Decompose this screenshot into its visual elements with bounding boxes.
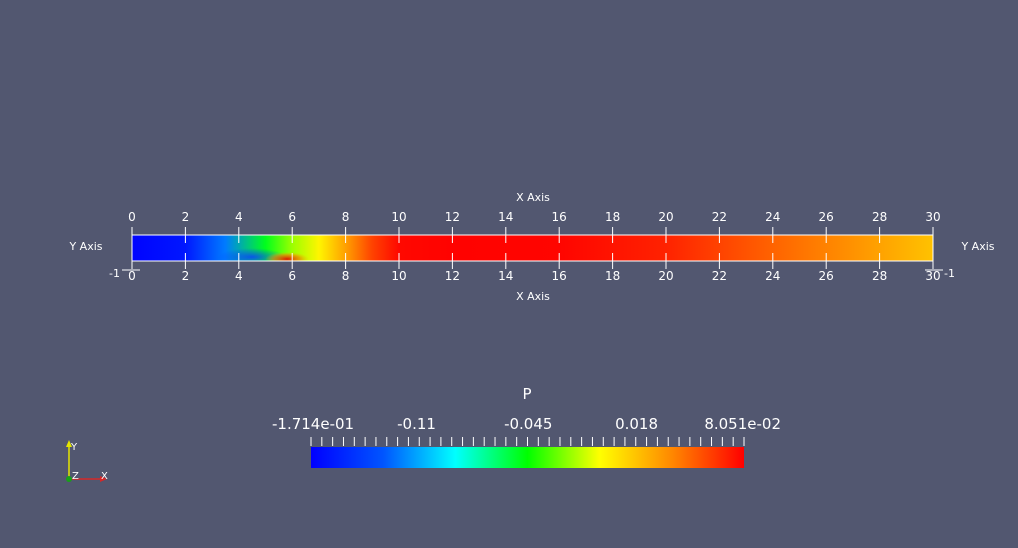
x-tick-label-bottom: 22 bbox=[712, 269, 727, 283]
color-legend-ticks bbox=[310, 437, 745, 446]
color-legend-label: -1.714e-01 bbox=[272, 415, 354, 433]
x-tick-label-bottom: 18 bbox=[605, 269, 620, 283]
x-tick-label-top: 2 bbox=[182, 210, 190, 224]
x-tick-label-bottom: 16 bbox=[552, 269, 567, 283]
x-tick-label-bottom: 30 bbox=[925, 269, 940, 283]
x-tick-label-top: 16 bbox=[552, 210, 567, 224]
x-tick-label-top: 14 bbox=[498, 210, 513, 224]
x-tick-label-top: 10 bbox=[391, 210, 406, 224]
x-tick-label-bottom: 4 bbox=[235, 269, 243, 283]
x-axis-label-top: X Axis bbox=[516, 191, 550, 204]
high-pressure-spot bbox=[265, 252, 309, 261]
x-axis-label-bottom: X Axis bbox=[516, 290, 550, 303]
color-legend-title: P bbox=[522, 385, 531, 403]
pressure-field bbox=[131, 234, 934, 262]
x-tick-label-top: 12 bbox=[445, 210, 460, 224]
color-legend-label: -0.11 bbox=[397, 415, 436, 433]
x-tick-label-top: 28 bbox=[872, 210, 887, 224]
y-axis-label-left: Y Axis bbox=[68, 240, 102, 253]
orientation-z-axis-icon bbox=[66, 476, 72, 482]
orientation-y-label: Y bbox=[70, 442, 78, 453]
color-legend: P -1.714e-01 -0.11 -0.045 0.018 8.051e-02 bbox=[272, 385, 781, 468]
color-legend-bar bbox=[311, 447, 744, 468]
color-legend-label: -0.045 bbox=[504, 415, 552, 433]
orientation-axes[interactable]: Y Z X bbox=[66, 440, 108, 482]
x-tick-label-top: 24 bbox=[765, 210, 780, 224]
x-tick-label-top: 20 bbox=[658, 210, 673, 224]
x-tick-label-top: 26 bbox=[819, 210, 834, 224]
y-axis-tick-left: -1 bbox=[109, 267, 120, 280]
x-tick-label-bottom: 8 bbox=[342, 269, 350, 283]
x-tick-label-top: 18 bbox=[605, 210, 620, 224]
orientation-x-label: X bbox=[101, 471, 108, 482]
color-legend-label: 0.018 bbox=[615, 415, 658, 433]
x-tick-label-bottom: 14 bbox=[498, 269, 513, 283]
axes-layer: 0022446688101012121414161618182020222224… bbox=[122, 210, 943, 283]
x-tick-label-bottom: 20 bbox=[658, 269, 673, 283]
color-legend-label: 8.051e-02 bbox=[704, 415, 781, 433]
x-tick-label-top: 22 bbox=[712, 210, 727, 224]
x-tick-label-bottom: 24 bbox=[765, 269, 780, 283]
x-tick-label-top: 4 bbox=[235, 210, 243, 224]
orientation-x-arrow-icon bbox=[100, 476, 107, 482]
x-tick-label-bottom: 10 bbox=[391, 269, 406, 283]
x-tick-label-top: 0 bbox=[128, 210, 136, 224]
x-tick-label-bottom: 2 bbox=[182, 269, 190, 283]
x-tick-label-top: 30 bbox=[925, 210, 940, 224]
x-tick-label-bottom: 6 bbox=[288, 269, 296, 283]
orientation-y-arrow-icon bbox=[66, 440, 72, 447]
x-tick-label-top: 6 bbox=[288, 210, 296, 224]
x-tick-label-bottom: 12 bbox=[445, 269, 460, 283]
color-legend-labels: -1.714e-01 -0.11 -0.045 0.018 8.051e-02 bbox=[272, 415, 781, 433]
plot-frame bbox=[131, 234, 934, 262]
x-tick-label-top: 8 bbox=[342, 210, 350, 224]
y-axis-tick-right: -1 bbox=[944, 267, 955, 280]
x-tick-label-bottom: 0 bbox=[128, 269, 136, 283]
orientation-z-label: Z bbox=[72, 471, 79, 482]
x-tick-label-bottom: 28 bbox=[872, 269, 887, 283]
x-tick-label-bottom: 26 bbox=[819, 269, 834, 283]
y-axis-label-right: Y Axis bbox=[960, 240, 994, 253]
